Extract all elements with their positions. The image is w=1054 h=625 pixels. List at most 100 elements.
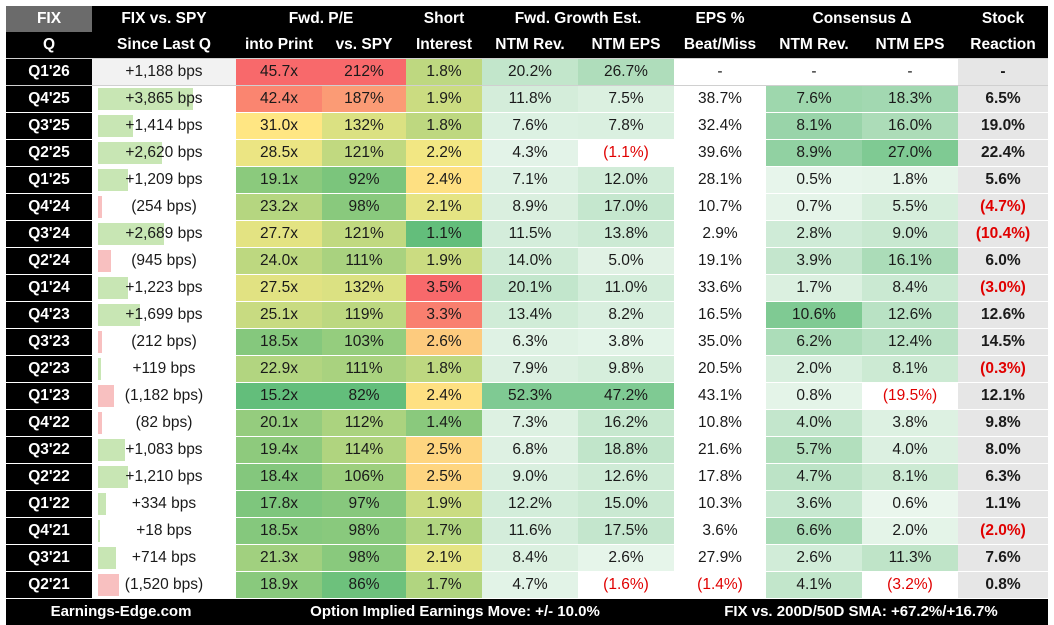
short-interest-cell: 2.4% [406, 167, 482, 194]
stock-reaction-cell: (10.4%) [958, 221, 1048, 248]
short-interest-cell: 3.5% [406, 275, 482, 302]
consensus-rev-cell: 0.8% [766, 383, 862, 410]
quarter-cell: Q4'22 [6, 410, 92, 437]
stock-reaction-cell: - [958, 59, 1048, 86]
growth-eps-cell: 12.6% [578, 464, 674, 491]
header-stock: Stock [958, 6, 1048, 32]
consensus-rev-cell: 0.7% [766, 194, 862, 221]
vs-spy-value: +714 bps [132, 549, 196, 566]
eps-beat-cell: 33.6% [674, 275, 766, 302]
header-consensus: Consensus Δ [766, 6, 958, 32]
consensus-rev-cell: 4.7% [766, 464, 862, 491]
fwd-pe-cell: 20.1x [236, 410, 322, 437]
footer-site: Earnings-Edge.com [6, 599, 236, 625]
vs-spy-bar [98, 466, 128, 488]
fwd-pe-cell: 27.5x [236, 275, 322, 302]
vs-spy-bar [98, 412, 102, 434]
stock-reaction-cell: 5.6% [958, 167, 1048, 194]
quarter-cell: Q3'21 [6, 545, 92, 572]
eps-beat-cell: - [674, 59, 766, 86]
vs-spy-bar [98, 196, 102, 218]
consensus-eps-cell: 8.4% [862, 275, 958, 302]
vs-spy-bar [98, 277, 128, 299]
header-interest: Interest [406, 32, 482, 59]
footer-implied-move: Option Implied Earnings Move: +/- 10.0% [236, 599, 674, 625]
vs-spy-value: +2,689 bps [125, 225, 202, 242]
growth-rev-cell: 20.2% [482, 59, 578, 86]
short-interest-cell: 1.8% [406, 356, 482, 383]
consensus-eps-cell: 12.6% [862, 302, 958, 329]
consensus-rev-cell: 2.0% [766, 356, 862, 383]
pe-vs-spy-cell: 98% [322, 545, 406, 572]
consensus-eps-cell: 9.0% [862, 221, 958, 248]
consensus-rev-cell: 2.8% [766, 221, 862, 248]
eps-beat-cell: 28.1% [674, 167, 766, 194]
stock-reaction-cell: 12.6% [958, 302, 1048, 329]
quarter-cell: Q1'22 [6, 491, 92, 518]
consensus-rev-cell: 2.6% [766, 545, 862, 572]
consensus-eps-cell: 16.0% [862, 113, 958, 140]
growth-eps-cell: 16.2% [578, 410, 674, 437]
fwd-pe-cell: 18.4x [236, 464, 322, 491]
vs-spy-bar [98, 493, 106, 515]
fwd-pe-cell: 42.4x [236, 86, 322, 113]
vs-spy-value: +18 bps [136, 522, 192, 539]
pe-vs-spy-cell: 82% [322, 383, 406, 410]
quarter-cell: Q3'23 [6, 329, 92, 356]
quarter-cell: Q1'25 [6, 167, 92, 194]
growth-rev-cell: 4.3% [482, 140, 578, 167]
earnings-table-container: FIX FIX vs. SPY Fwd. P/E Short Fwd. Grow… [6, 6, 1048, 625]
consensus-rev-cell: 5.7% [766, 437, 862, 464]
consensus-rev-cell: 8.9% [766, 140, 862, 167]
stock-reaction-cell: 9.8% [958, 410, 1048, 437]
pe-vs-spy-cell: 111% [322, 248, 406, 275]
quarter-cell: Q1'26 [6, 59, 92, 86]
header-vs-spy: FIX vs. SPY [92, 6, 236, 32]
header-short: Short [406, 6, 482, 32]
vs-spy-cell: +334 bps [92, 491, 236, 518]
vs-spy-cell: +3,865 bps [92, 86, 236, 113]
short-interest-cell: 1.1% [406, 221, 482, 248]
vs-spy-cell: (82 bps) [92, 410, 236, 437]
growth-eps-cell: 15.0% [578, 491, 674, 518]
vs-spy-cell: +1,699 bps [92, 302, 236, 329]
header-ticker: FIX [6, 6, 92, 32]
vs-spy-value: (945 bps) [131, 252, 196, 269]
vs-spy-value: (1,520 bps) [125, 576, 203, 593]
pe-vs-spy-cell: 98% [322, 194, 406, 221]
growth-eps-cell: 17.0% [578, 194, 674, 221]
short-interest-cell: 1.8% [406, 59, 482, 86]
header-cons-rev: NTM Rev. [766, 32, 862, 59]
quarter-cell: Q3'25 [6, 113, 92, 140]
consensus-rev-cell: 3.9% [766, 248, 862, 275]
pe-vs-spy-cell: 212% [322, 59, 406, 86]
vs-spy-cell: +1,223 bps [92, 275, 236, 302]
consensus-rev-cell: - [766, 59, 862, 86]
fwd-pe-cell: 22.9x [236, 356, 322, 383]
eps-beat-cell: 3.6% [674, 518, 766, 545]
pe-vs-spy-cell: 132% [322, 275, 406, 302]
growth-eps-cell: 2.6% [578, 545, 674, 572]
pe-vs-spy-cell: 132% [322, 113, 406, 140]
growth-rev-cell: 4.7% [482, 572, 578, 599]
growth-rev-cell: 20.1% [482, 275, 578, 302]
vs-spy-cell: +2,620 bps [92, 140, 236, 167]
short-interest-cell: 1.4% [406, 410, 482, 437]
growth-eps-cell: 12.0% [578, 167, 674, 194]
fwd-pe-cell: 17.8x [236, 491, 322, 518]
eps-beat-cell: 35.0% [674, 329, 766, 356]
consensus-eps-cell: - [862, 59, 958, 86]
growth-eps-cell: 26.7% [578, 59, 674, 86]
fwd-pe-cell: 27.7x [236, 221, 322, 248]
header-into-print: into Print [236, 32, 322, 59]
eps-beat-cell: 2.9% [674, 221, 766, 248]
consensus-eps-cell: 8.1% [862, 356, 958, 383]
short-interest-cell: 3.3% [406, 302, 482, 329]
vs-spy-cell: +714 bps [92, 545, 236, 572]
